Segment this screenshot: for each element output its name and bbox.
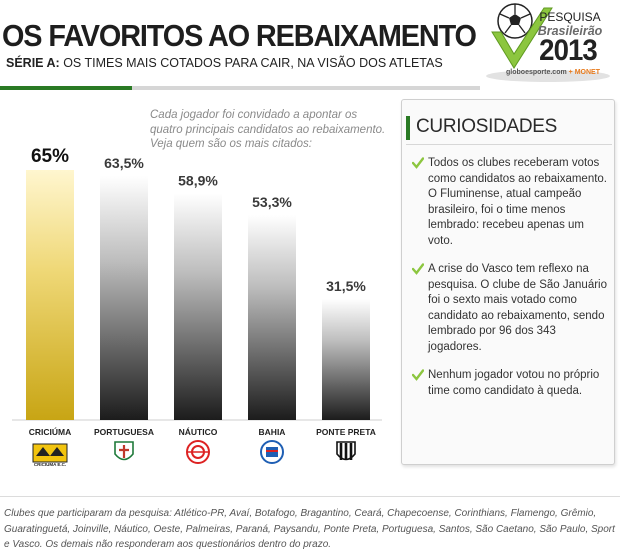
curiosity-text: Todos os clubes receberam votos como can… <box>428 157 607 247</box>
checkmark-icon <box>412 369 424 381</box>
nautico-crest-icon <box>186 440 210 464</box>
curiosities-list: Todos os clubes receberam votos como can… <box>412 156 608 412</box>
bar-value-label: 63,5% <box>104 155 144 171</box>
curiosities-accent <box>406 116 410 140</box>
crest-shape <box>119 445 129 458</box>
logo-site-main: globoesporte.com <box>506 69 567 76</box>
header-rule <box>0 86 480 90</box>
logo-line2: Brasileirão <box>537 24 603 38</box>
subtitle: SÉRIE A: OS TIMES MAIS COTADOS PARA CAIR… <box>6 56 443 70</box>
curiosities-title: CURIOSIDADES <box>416 116 558 137</box>
bar-chart: 65% CRICIÚMA CRICIÚMA E.C. 63,5% PORTUGUESA 5… <box>12 146 382 467</box>
logo-site: globoesporte.com + MONET <box>506 69 600 76</box>
ponte-preta-crest-icon <box>336 441 356 461</box>
list-item: Nenhum jogador votou no próprio time com… <box>412 368 608 399</box>
category-label: PORTUGUESA <box>94 427 154 437</box>
curiosity-text: Nenhum jogador votou no próprio time com… <box>428 369 600 397</box>
pesquisa-logo-icon <box>486 3 610 82</box>
crest-label: CRICIÚMA E.C. <box>34 461 66 467</box>
category-label: NÁUTICO <box>179 427 218 437</box>
crest-shape <box>36 447 64 456</box>
header-rule-accent <box>0 86 132 90</box>
list-item: A crise do Vasco tem reflexo na pesquisa… <box>412 262 608 355</box>
category-label: PONTE PRETA <box>316 427 376 437</box>
crest-shape <box>32 443 68 463</box>
bar <box>100 175 148 420</box>
bar <box>174 193 222 420</box>
curiosities-header: CURIOSIDADES <box>402 114 614 142</box>
curiosities-panel: CURIOSIDADES Todos os clubes receberam v… <box>401 99 615 465</box>
portuguesa-crest-icon <box>114 441 134 461</box>
category-label: CRICIÚMA <box>29 426 72 437</box>
bahia-crest-icon <box>260 440 284 464</box>
curiosities-divider <box>406 144 612 145</box>
logo-year: 2013 <box>539 34 598 67</box>
bar-value-label: 58,9% <box>178 172 218 188</box>
page-title: OS FAVORITOS AO REBAIXAMENTO <box>2 18 477 53</box>
subtitle-series: SÉRIE A: <box>6 56 60 70</box>
category-label: BAHIA <box>259 427 286 437</box>
crest-shape <box>344 443 348 460</box>
logo-site-extra: + MONET <box>568 69 600 76</box>
checkmark-icon <box>412 263 424 275</box>
chart-note: Cada jogador foi convidado a apontar os … <box>150 109 386 150</box>
crest-shape <box>349 443 353 460</box>
bar <box>248 215 296 420</box>
footer-rule <box>0 496 620 497</box>
subtitle-text: OS TIMES MAIS COTADOS PARA CAIR, NA VISÃ… <box>63 56 443 70</box>
crest-shape <box>339 443 343 460</box>
checkmark-icon <box>412 157 424 169</box>
list-item: Todos os clubes receberam votos como can… <box>412 156 608 249</box>
bar <box>26 170 74 420</box>
criciuma-crest-icon: CRICIÚMA E.C. <box>32 443 68 467</box>
bar-value-label: 65% <box>31 146 69 167</box>
bar <box>322 298 370 420</box>
footer-note: Clubes que participaram da pesquisa: Atl… <box>4 508 615 550</box>
logo-line1: PESQUISA <box>539 10 601 24</box>
bar-value-label: 31,5% <box>326 278 366 294</box>
curiosity-text: A crise do Vasco tem reflexo na pesquisa… <box>428 263 608 353</box>
bar-value-label: 53,3% <box>252 194 292 210</box>
